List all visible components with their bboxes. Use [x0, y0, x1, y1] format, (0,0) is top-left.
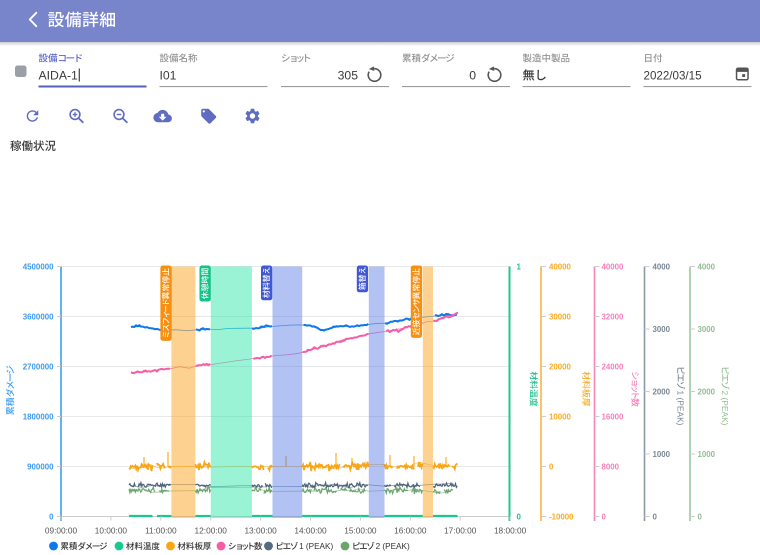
svg-text:1: 1 [517, 262, 522, 271]
svg-text:0: 0 [517, 512, 522, 521]
svg-text:13:00:00: 13:00:00 [244, 526, 277, 536]
svg-text:24000: 24000 [602, 362, 625, 371]
svg-text:40000: 40000 [602, 262, 625, 271]
svg-text:1000: 1000 [653, 450, 671, 459]
svg-text:3000: 3000 [653, 325, 671, 334]
svg-text:2 (PEAK): 2 (PEAK) [720, 391, 730, 426]
svg-text:0: 0 [549, 462, 554, 471]
svg-text:4500000: 4500000 [23, 262, 54, 271]
svg-text:12:00:00: 12:00:00 [195, 526, 228, 536]
svg-text:40000: 40000 [549, 262, 572, 271]
svg-text:17:00:00: 17:00:00 [444, 526, 477, 536]
svg-text:0: 0 [653, 512, 658, 521]
svg-text:1800000: 1800000 [23, 412, 54, 421]
svg-text:0: 0 [698, 512, 703, 521]
svg-text:16:00:00: 16:00:00 [394, 526, 427, 536]
svg-text:3000: 3000 [698, 325, 716, 334]
svg-text:4000: 4000 [698, 262, 716, 271]
svg-text:3600000: 3600000 [23, 312, 54, 321]
svg-text:0: 0 [469, 69, 476, 83]
svg-text:-10000: -10000 [549, 512, 574, 521]
svg-text:2000: 2000 [653, 387, 671, 396]
svg-text:32000: 32000 [602, 312, 625, 321]
svg-text:305: 305 [338, 69, 359, 83]
svg-text:1 (PEAK): 1 (PEAK) [676, 391, 686, 426]
svg-text:8000: 8000 [602, 462, 620, 471]
svg-text:AIDA-1: AIDA-1 [39, 69, 79, 83]
svg-text:1000: 1000 [698, 450, 716, 459]
svg-text:10000: 10000 [549, 412, 572, 421]
svg-text:15:00:00: 15:00:00 [344, 526, 377, 536]
svg-text:18:00:00: 18:00:00 [494, 526, 527, 536]
svg-text:10:00:00: 10:00:00 [95, 526, 128, 536]
svg-text:2022/03/15: 2022/03/15 [644, 70, 702, 83]
svg-text:2 (PEAK): 2 (PEAK) [376, 542, 410, 551]
svg-text:0: 0 [49, 512, 54, 521]
svg-text:16000: 16000 [602, 412, 625, 421]
svg-text:30000: 30000 [549, 312, 572, 321]
svg-text:14:00:00: 14:00:00 [294, 526, 327, 536]
svg-text:09:00:00: 09:00:00 [45, 526, 78, 536]
svg-text:I01: I01 [160, 69, 177, 83]
svg-text:11:00:00: 11:00:00 [145, 526, 177, 536]
svg-text:0: 0 [602, 512, 607, 521]
svg-text:20000: 20000 [549, 362, 572, 371]
svg-text:4000: 4000 [653, 262, 671, 271]
svg-text:2000: 2000 [698, 387, 716, 396]
svg-text:1 (PEAK): 1 (PEAK) [299, 542, 333, 551]
svg-text:900000: 900000 [27, 462, 54, 471]
svg-text:2700000: 2700000 [23, 362, 54, 371]
